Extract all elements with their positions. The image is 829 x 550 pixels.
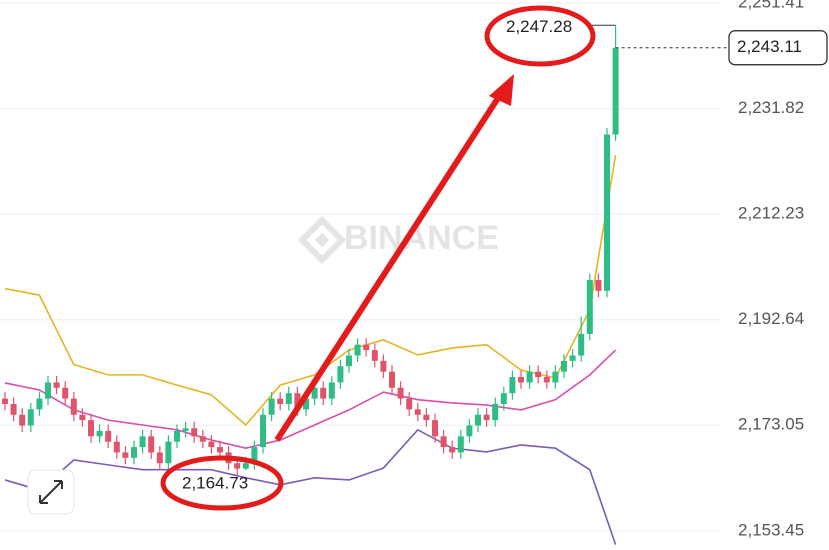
expand-button[interactable] bbox=[27, 469, 75, 515]
candle-body bbox=[543, 377, 550, 383]
candle-body bbox=[578, 333, 585, 356]
candle-body bbox=[277, 398, 284, 404]
candle-body bbox=[208, 441, 215, 448]
candle-body bbox=[242, 463, 249, 469]
candle-body bbox=[27, 409, 34, 426]
candle-body bbox=[260, 414, 266, 448]
candle-body bbox=[311, 387, 318, 399]
candle-body bbox=[552, 371, 559, 383]
candle-body bbox=[397, 387, 404, 399]
y-tick-label: 2,251.41 bbox=[738, 0, 804, 12]
candle-body bbox=[457, 436, 464, 453]
candle-body bbox=[492, 403, 499, 421]
candle-body bbox=[62, 387, 69, 399]
candle-body bbox=[423, 414, 430, 421]
candle-body bbox=[406, 398, 413, 410]
candle-body bbox=[45, 382, 51, 399]
candle-body bbox=[191, 428, 198, 437]
candle-body bbox=[569, 355, 576, 361]
candle-body bbox=[535, 371, 542, 378]
candle-body bbox=[320, 387, 327, 399]
candle-body bbox=[483, 414, 490, 421]
candle-body bbox=[285, 393, 292, 404]
candle-body bbox=[182, 428, 189, 431]
candle-body bbox=[251, 447, 258, 464]
candle-body bbox=[612, 47, 619, 135]
candle-body bbox=[595, 280, 602, 291]
candle-body bbox=[19, 414, 26, 426]
candle-body bbox=[586, 280, 593, 334]
candle-body bbox=[10, 403, 17, 415]
candle-body bbox=[139, 436, 146, 448]
candle-body bbox=[88, 420, 94, 437]
candle-body bbox=[294, 393, 301, 410]
candle-body bbox=[432, 420, 438, 437]
candle-body bbox=[36, 398, 43, 410]
arrow-head bbox=[489, 74, 514, 106]
arrow bbox=[274, 96, 501, 442]
candle-body bbox=[2, 398, 8, 404]
bollinger-band bbox=[4, 349, 617, 449]
candle-body bbox=[449, 447, 456, 453]
candle-body bbox=[328, 382, 335, 399]
y-tick-label: 2,212.23 bbox=[738, 204, 804, 223]
candle-body bbox=[561, 360, 567, 372]
candle-body bbox=[174, 430, 180, 442]
candle-body bbox=[303, 398, 309, 410]
candle-body bbox=[354, 344, 361, 356]
candle-body bbox=[604, 134, 610, 291]
candle-body bbox=[148, 436, 155, 453]
candle-body bbox=[337, 366, 344, 383]
candle-body bbox=[440, 436, 447, 448]
candle-body bbox=[234, 463, 241, 469]
y-tick-label: 2,231.82 bbox=[738, 98, 804, 117]
candle-body bbox=[96, 430, 103, 437]
candle-body bbox=[70, 398, 77, 415]
watermark: BINANCE bbox=[297, 215, 499, 265]
annotation-high: 2,247.28 bbox=[506, 17, 572, 36]
candle-body bbox=[268, 398, 275, 415]
candle-body bbox=[371, 350, 378, 361]
candle-body bbox=[414, 409, 421, 415]
candle-body bbox=[518, 377, 524, 383]
annotation-low: 2,164.73 bbox=[182, 473, 248, 492]
y-tick-label: 2,173.05 bbox=[738, 415, 804, 434]
bollinger-band bbox=[4, 154, 617, 427]
watermark-text: BINANCE bbox=[344, 219, 499, 257]
y-tick-label: 2,192.64 bbox=[738, 309, 804, 328]
candle-body bbox=[165, 441, 172, 464]
candle-body bbox=[113, 441, 120, 453]
candle-body bbox=[346, 355, 352, 367]
highlight-circle bbox=[160, 455, 284, 511]
candle-body bbox=[53, 382, 60, 388]
candle-body bbox=[526, 371, 533, 383]
candle-body bbox=[122, 452, 129, 458]
candle-body bbox=[475, 414, 481, 426]
candle-body bbox=[79, 414, 86, 421]
candle-body bbox=[389, 371, 395, 388]
candle-body bbox=[199, 436, 206, 442]
candle-body bbox=[131, 447, 137, 458]
last-price-box bbox=[728, 30, 828, 66]
bollinger-band bbox=[4, 428, 617, 545]
watermark-logo bbox=[297, 215, 347, 265]
candle-body bbox=[380, 360, 387, 372]
highlight-circle bbox=[484, 5, 596, 67]
candle-body bbox=[466, 425, 473, 437]
candle-body bbox=[217, 447, 223, 453]
candle-body bbox=[509, 377, 516, 394]
last-price-label: 2,243.11 bbox=[737, 37, 802, 56]
candle-body bbox=[156, 452, 163, 464]
candle-body bbox=[105, 430, 112, 442]
candle-body bbox=[363, 344, 370, 351]
y-tick-label: 2,153.45 bbox=[738, 520, 804, 539]
candle-body bbox=[500, 393, 507, 404]
